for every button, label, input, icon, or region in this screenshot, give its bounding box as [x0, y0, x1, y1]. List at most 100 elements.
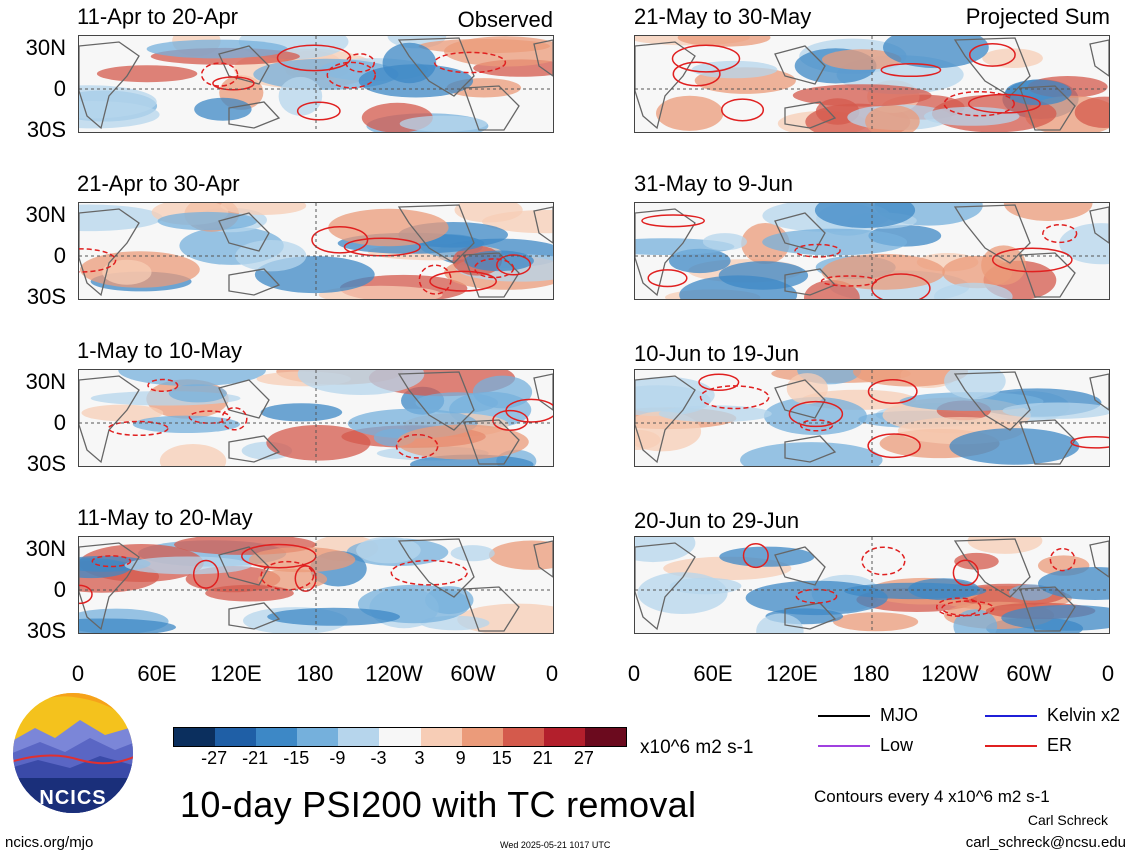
coastline: [228, 435, 281, 463]
er-contour: [496, 254, 532, 276]
panel-title: 11-Apr to 20-Apr: [77, 4, 239, 29]
ncics-logo: NCICS: [13, 693, 133, 813]
map-panel: [634, 202, 1110, 300]
x-tick-label: 60W: [1006, 661, 1052, 686]
panel-title: 20-Jun to 29-Jun: [634, 508, 800, 533]
er-contour: [1070, 435, 1109, 449]
er-contour: [698, 373, 740, 392]
colorbar-tick-label: 15: [491, 748, 512, 768]
anomaly-shading: [79, 101, 160, 129]
anomaly-shading: [821, 253, 945, 290]
y-tick-label: 0: [53, 76, 66, 101]
psi200-field: [79, 537, 553, 633]
timestamp: Wed 2025-05-21 1017 UTC: [500, 840, 611, 850]
er-contour: [200, 62, 239, 87]
anomaly-shading: [635, 537, 696, 563]
panel-label-projected: Projected Sum: [965, 4, 1110, 29]
legend-er: ER: [985, 735, 1072, 756]
coastline: [533, 39, 553, 77]
author: Carl Schreck: [1027, 812, 1108, 828]
panel-title: 11-May to 20-May: [77, 505, 253, 530]
anomaly-shading: [677, 36, 771, 47]
anomaly-shading: [756, 613, 804, 633]
colorbar-swatch: [215, 728, 257, 746]
coastline: [635, 41, 696, 130]
colorbar-swatch: [420, 728, 462, 746]
er-contour: [192, 559, 220, 589]
panel-title: 31-May to 9-Jun: [634, 171, 793, 196]
anomaly-shading: [399, 115, 488, 132]
coastline: [228, 101, 281, 129]
colorbar-swatch: [297, 728, 339, 746]
er-contour: [699, 385, 770, 410]
coastline: [774, 45, 826, 85]
anomaly-shading: [96, 65, 198, 83]
legend-swatch: [818, 714, 870, 717]
colorbar-swatch: [502, 728, 544, 746]
x-tick-label: 0: [1101, 661, 1115, 686]
anomaly-shading: [157, 211, 258, 231]
er-contour: [991, 247, 1073, 273]
map-panel: [78, 536, 554, 634]
y-tick-label: 30S: [26, 117, 66, 142]
coastline: [953, 538, 1031, 598]
coastline: [953, 204, 1031, 264]
coastline: [1019, 419, 1076, 465]
er-contour: [418, 264, 452, 295]
panel-title: 21-May to 30-May: [634, 4, 812, 29]
er-contour: [935, 597, 982, 617]
coastline: [784, 101, 837, 129]
er-contour: [188, 410, 231, 424]
anomaly-shading: [81, 404, 164, 422]
er-contour: [276, 44, 352, 72]
psi200-field: [79, 36, 553, 132]
er-contour: [742, 543, 769, 569]
coastline: [228, 602, 281, 630]
legend-label: Kelvin x2: [1047, 705, 1121, 725]
legend-label: ER: [1047, 735, 1073, 755]
anomaly-shading: [1059, 223, 1109, 265]
er-contour: [212, 76, 255, 91]
x-tick-label: 120E: [766, 661, 818, 686]
anomaly-shading: [266, 425, 371, 461]
er-contour: [343, 237, 421, 257]
colorbar-swatch: [379, 728, 421, 746]
coastline: [1089, 206, 1109, 244]
er-contour: [867, 433, 921, 459]
coastline: [784, 268, 837, 296]
anomaly-shading: [740, 442, 883, 466]
er-contour: [1042, 224, 1078, 244]
coastline: [463, 85, 520, 131]
anomaly-shading: [853, 370, 968, 387]
colorbar-swatch: [338, 728, 380, 746]
legend-swatch: [985, 714, 1037, 717]
site-link[interactable]: ncics.org/mjo: [5, 834, 94, 851]
anomaly-shading: [159, 444, 227, 466]
coastline: [784, 602, 837, 630]
er-contour: [788, 400, 844, 428]
anomaly-shading: [102, 259, 152, 285]
psi200-field: [79, 370, 553, 466]
legend-label: MJO: [880, 705, 918, 725]
anomaly-shading: [1038, 567, 1109, 600]
anomaly-shading: [488, 540, 553, 570]
coastline: [774, 379, 826, 419]
er-contour: [429, 270, 497, 292]
coastline: [397, 37, 475, 97]
er-contour: [647, 269, 688, 288]
x-tick-label: 120W: [921, 661, 979, 686]
er-contour: [867, 379, 918, 404]
anomaly-shading: [258, 568, 328, 590]
y-tick-label: 30S: [26, 284, 66, 309]
y-tick-label: 30S: [26, 618, 66, 643]
anomaly-shading: [1003, 203, 1093, 221]
y-tick-label: 0: [53, 410, 66, 435]
anomaly-shading: [833, 612, 919, 632]
colorbar-tick-label: 27: [573, 748, 594, 768]
coastline: [218, 379, 270, 419]
anomaly-shading: [415, 392, 499, 414]
map-panel: [634, 35, 1110, 133]
y-tick-label: 30S: [26, 451, 66, 476]
anomaly-shading: [454, 203, 523, 223]
legend-label: Low: [880, 735, 914, 755]
